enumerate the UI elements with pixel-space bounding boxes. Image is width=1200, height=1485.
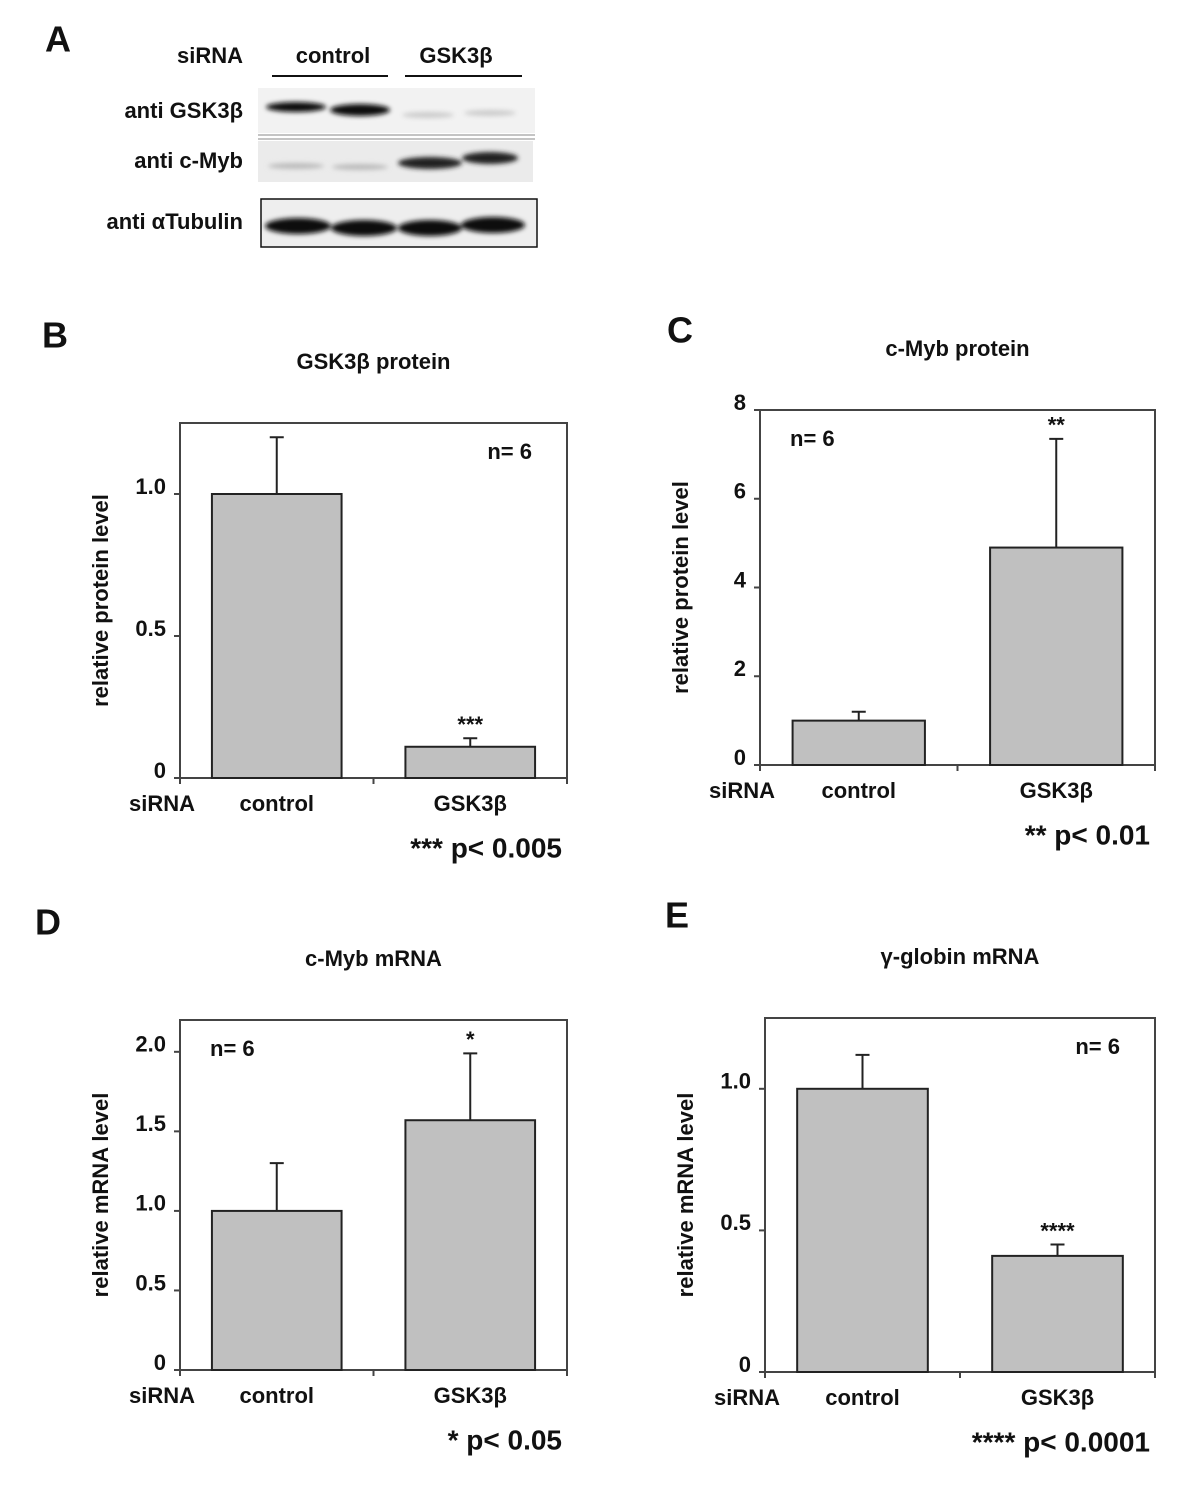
blot-group: control: [296, 43, 371, 68]
error-bar: [1049, 437, 1064, 548]
x-tick-label: control: [821, 778, 896, 803]
p-value: * p< 0.05: [448, 1424, 562, 1455]
x-tick-label: control: [239, 791, 314, 816]
significance: ***: [457, 712, 483, 737]
y-tick-label: 6: [734, 479, 746, 504]
y-axis-label: relative protein level: [668, 481, 693, 694]
y-tick-label: 0.5: [720, 1210, 751, 1235]
blot-row-label: anti αTubulin: [106, 209, 243, 234]
panel-label: A: [45, 19, 71, 60]
y-tick-label: 2.0: [135, 1032, 166, 1057]
x-tick-label: GSK3β: [1021, 1385, 1094, 1410]
bar: [210, 1209, 343, 1371]
y-axis-label: relative mRNA level: [88, 1093, 113, 1298]
y-tick-label: 8: [734, 390, 746, 415]
p-value: **** p< 0.0001: [972, 1426, 1150, 1457]
bar: [989, 546, 1124, 766]
y-tick-label: 1.0: [720, 1069, 751, 1094]
blot-row-label: anti c-Myb: [134, 148, 243, 173]
y-tick-label: 2: [734, 656, 746, 681]
y-tick-label: 0: [154, 758, 166, 783]
significance: *: [466, 1027, 475, 1052]
chart-title: c-Myb mRNA: [305, 946, 442, 971]
y-tick-label: 1.0: [135, 474, 166, 499]
y-axis-label: relative protein level: [88, 494, 113, 707]
error-bar: [851, 710, 866, 721]
blot-row-label: anti GSK3β: [124, 98, 243, 123]
panel-label: B: [42, 315, 68, 356]
x-tick-label: control: [239, 1383, 314, 1408]
x-prefix: siRNA: [129, 1383, 195, 1408]
x-tick-label: GSK3β: [434, 791, 507, 816]
blot-group: GSK3β: [419, 43, 492, 68]
bar: [991, 1254, 1124, 1373]
annotation: n= 6: [487, 439, 532, 464]
blot-panel: A siRNA control GSK3β anti GSK3β anti c-…: [45, 19, 538, 248]
x-tick-label: GSK3β: [1020, 778, 1093, 803]
error-bar: [463, 1052, 478, 1121]
bar: [210, 493, 343, 779]
chart-title: c-Myb protein: [885, 336, 1029, 361]
x-tick-label: GSK3β: [434, 1383, 507, 1408]
blot-bands: [265, 102, 525, 236]
annotation: n= 6: [210, 1036, 255, 1061]
x-tick-label: control: [825, 1385, 900, 1410]
y-tick-label: 4: [734, 567, 747, 592]
error-bar: [855, 1053, 870, 1089]
annotation: n= 6: [790, 426, 835, 451]
x-prefix: siRNA: [714, 1385, 780, 1410]
error-bar: [1050, 1243, 1065, 1256]
panel-label: E: [665, 895, 689, 936]
y-axis-label: relative mRNA level: [673, 1093, 698, 1298]
bar: [791, 719, 926, 766]
annotation: n= 6: [1075, 1034, 1120, 1059]
chart-title: γ-globin mRNA: [881, 944, 1040, 969]
bar: [404, 745, 537, 780]
y-tick-label: 0: [734, 745, 746, 770]
error-bar: [269, 1162, 284, 1211]
bar: [796, 1087, 929, 1374]
y-tick-label: 1.0: [135, 1191, 166, 1216]
p-value: ** p< 0.01: [1025, 819, 1150, 850]
panel-label: D: [35, 902, 61, 943]
error-bar: [463, 737, 478, 747]
significance: ****: [1040, 1218, 1075, 1243]
chart-title: GSK3β protein: [297, 349, 451, 374]
error-bar: [269, 436, 284, 494]
y-tick-label: 0.5: [135, 1270, 166, 1295]
y-tick-label: 0.5: [135, 616, 166, 641]
blot-siRNA: siRNA: [177, 43, 243, 68]
p-value: *** p< 0.005: [410, 832, 562, 863]
x-prefix: siRNA: [709, 778, 775, 803]
x-prefix: siRNA: [129, 791, 195, 816]
panel-label: C: [667, 310, 693, 351]
y-tick-label: 1.5: [135, 1111, 166, 1136]
significance: **: [1048, 413, 1066, 438]
bar: [404, 1119, 537, 1372]
y-tick-label: 0: [154, 1350, 166, 1375]
y-tick-label: 0: [739, 1352, 751, 1377]
